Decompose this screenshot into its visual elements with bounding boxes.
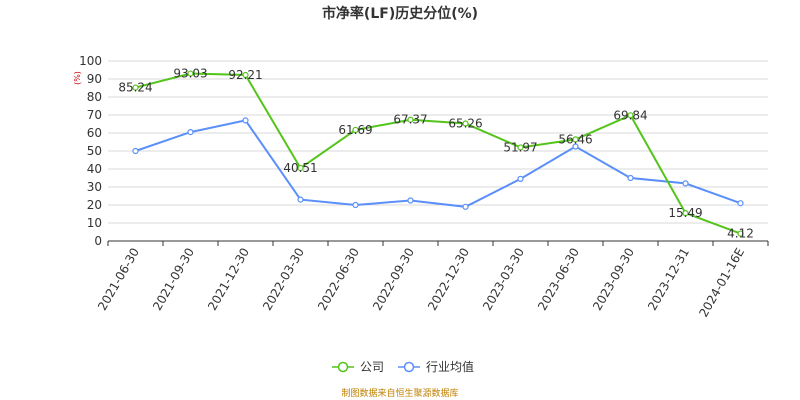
grid-lines [108, 60, 768, 224]
data-point [187, 70, 194, 77]
data-label: 92.21 [228, 68, 262, 82]
data-point [242, 117, 249, 124]
data-point [627, 174, 634, 182]
data-point [517, 175, 524, 182]
x-tick-label: 2022-03-30 [260, 246, 307, 313]
y-tick-label: 80 [87, 90, 102, 104]
y-tick-label: 40 [87, 162, 102, 176]
data-label: 40.51 [283, 161, 317, 175]
data-point [242, 71, 249, 79]
data-point [572, 136, 579, 143]
x-tick-label: 2023-06-30 [535, 246, 582, 313]
y-tick-label: 30 [87, 180, 102, 194]
data-label: 93.03 [173, 67, 207, 81]
data-label: 85.24 [118, 81, 152, 95]
data-label: 65.26 [448, 117, 482, 131]
x-tick-label: 2024-01-16E [696, 246, 747, 320]
y-tick-label: 20 [87, 198, 102, 212]
data-label: 69.84 [613, 108, 647, 122]
y-tick-label: 0 [94, 234, 102, 248]
x-tick-label: 2021-12-30 [205, 246, 252, 313]
data-point [297, 164, 304, 172]
y-tick-label: 50 [87, 144, 102, 158]
y-tick-label: 100 [79, 54, 102, 68]
data-point [517, 144, 524, 151]
series-line [135, 72, 741, 235]
legend-swatch-marker [403, 361, 415, 373]
data-label: 67.37 [393, 113, 427, 127]
y-tick-label: 70 [87, 108, 102, 122]
data-label: 51.97 [503, 140, 537, 154]
data-point [132, 84, 139, 91]
x-tick-label: 2023-09-30 [590, 246, 637, 313]
y-tick-label: 90 [87, 72, 102, 86]
x-tick-label: 2021-09-30 [150, 246, 197, 313]
data-point [407, 116, 414, 123]
data-point [682, 180, 689, 187]
series-line [135, 119, 741, 208]
data-point [462, 203, 469, 210]
data-point [627, 112, 634, 119]
data-label: 15.49 [668, 206, 702, 220]
source-note: 制图数据来自恒生聚源数据库 [341, 387, 458, 399]
y-tick-label: 60 [87, 126, 102, 140]
x-tick-label: 2023-12-31 [645, 246, 692, 313]
data-point [572, 143, 579, 150]
data-point [352, 201, 359, 209]
data-point [132, 147, 139, 155]
data-point [407, 197, 414, 204]
series-layer [132, 70, 744, 237]
x-tick-label: 2023-03-30 [480, 246, 527, 313]
x-tick-label: 2021-06-30 [95, 246, 142, 313]
x-tick-label: 2022-06-30 [315, 246, 362, 313]
data-point [737, 200, 744, 207]
legend-label: 行业均值 [426, 359, 474, 374]
y-unit-label: (%) [73, 71, 82, 85]
x-tick-label: 2022-12-30 [425, 246, 472, 313]
y-tick-label: 10 [87, 216, 102, 230]
legend-label: 公司 [360, 360, 384, 374]
data-point [352, 126, 359, 134]
chart-title: 市净率(LF)历史分位(%) [322, 5, 478, 22]
data-labels: 85.24 93.03 92.21 40.51 61.69 67.37 65.26 51.97… [118, 67, 754, 241]
x-tick-label: 2022-09-30 [370, 246, 417, 313]
data-point [737, 230, 744, 237]
legend: 公司 行业均值 [332, 359, 474, 374]
data-label: 4.12 [727, 227, 754, 241]
data-point [297, 196, 304, 203]
data-point [682, 210, 689, 217]
data-label: 61.69 [338, 123, 372, 137]
legend-swatch-marker [337, 361, 349, 373]
data-label: 56.46 [558, 132, 592, 146]
data-point [462, 120, 469, 127]
data-point [187, 129, 194, 136]
